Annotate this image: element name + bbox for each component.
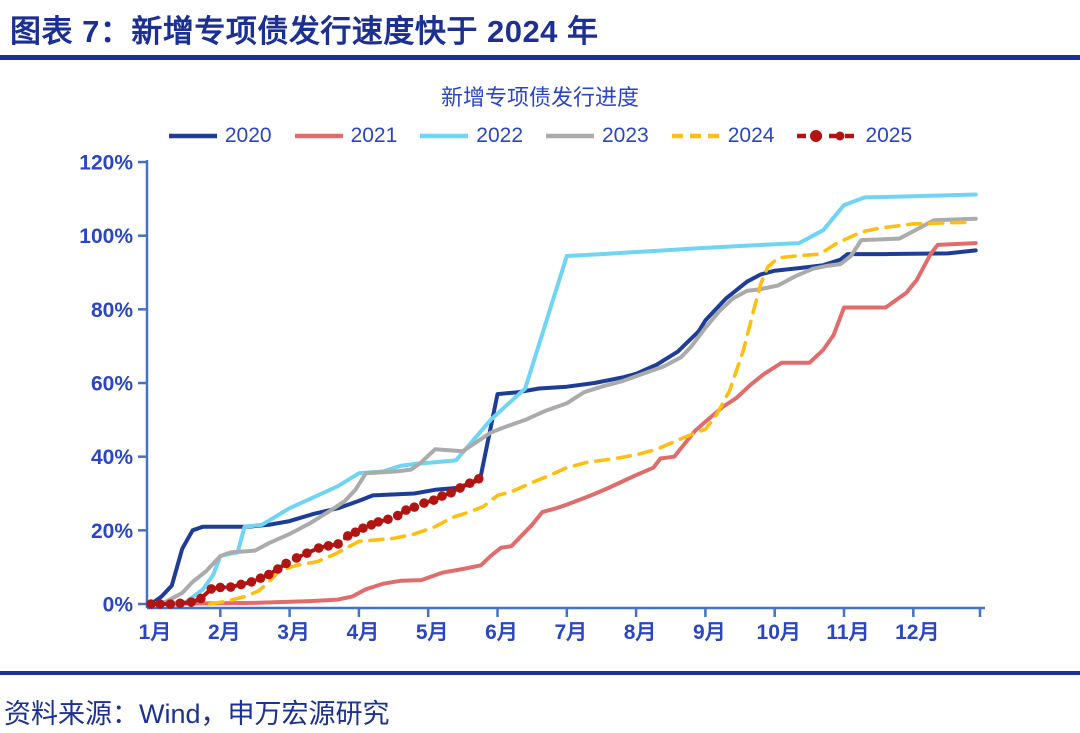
source-note: 资料来源：Wind，申万宏源研究 (4, 699, 390, 729)
legend-swatch-2024 (671, 133, 720, 139)
series-marker-2025 (464, 478, 475, 488)
series-marker-2025 (196, 593, 206, 604)
y-axis-tick-label: 60% (91, 373, 133, 396)
series-marker-2025 (323, 541, 334, 551)
legend-swatch-2023 (546, 133, 594, 139)
series-marker-2025 (206, 584, 217, 594)
legend-label-2023: 2023 (602, 124, 649, 147)
x-axis-tick-label: 10月 (757, 621, 801, 644)
x-axis-tick-label: 9月 (693, 621, 726, 644)
y-axis-tick-label: 80% (91, 299, 133, 322)
x-axis-tick-label: 6月 (485, 621, 518, 644)
series-marker-2025 (419, 498, 429, 508)
series-line-2021 (149, 241, 978, 606)
series-marker-2025 (165, 599, 176, 609)
series-marker-2025 (264, 569, 274, 580)
series-marker-2025 (291, 553, 302, 563)
series-marker-2025 (186, 597, 196, 607)
series-marker-2025 (273, 564, 283, 574)
y-axis-tick-label: 20% (91, 520, 133, 543)
x-axis-tick-label: 1月 (139, 621, 172, 644)
series-marker-2025 (350, 527, 361, 537)
legend-label-2022: 2022 (476, 124, 523, 147)
legend-item-2022: 2022 (419, 124, 523, 148)
x-axis-tick-label: 4月 (347, 621, 380, 644)
legend-swatch-2025 (797, 130, 858, 142)
series-marker-2025 (246, 577, 257, 587)
y-axis-tick-label: 0% (103, 594, 134, 617)
y-axis-tick-label: 40% (91, 446, 133, 469)
x-axis-tick-label: 11月 (826, 621, 869, 644)
series-marker-2025 (409, 502, 420, 512)
x-axis-tick-label: 3月 (277, 621, 310, 644)
series-marker-2025 (236, 579, 246, 590)
series-line-2020 (149, 248, 978, 606)
legend-label-2024: 2024 (727, 124, 775, 147)
series-marker-2025 (146, 599, 156, 609)
bottom-divider (0, 671, 1080, 675)
series-marker-2025 (473, 473, 484, 484)
series-marker-2025 (401, 505, 411, 515)
series-marker-2025 (313, 543, 324, 553)
chart-title: 新增专项债发行进度 (440, 85, 639, 110)
legend-label-2020: 2020 (224, 124, 272, 147)
series-marker-2025 (215, 582, 226, 593)
y-axis-tick-label: 120% (79, 152, 133, 175)
series-marker-2025 (302, 548, 312, 558)
legend-item-2023: 2023 (545, 124, 649, 148)
legend-swatch-2021 (294, 133, 343, 139)
series-marker-2025 (175, 598, 185, 609)
series-marker-2025 (155, 599, 165, 609)
legend-item-2020: 2020 (168, 124, 272, 148)
legend-item-2025: 2025 (796, 124, 912, 148)
series-marker-2025 (281, 558, 291, 569)
legend-item-2024: 2024 (671, 124, 775, 148)
legend-swatch-2020 (168, 133, 217, 139)
chart-legend: 2020 2021 2022 2023 2024 2025 (0, 124, 1080, 148)
series-marker-2025 (333, 539, 343, 549)
legend-label-2021: 2021 (350, 124, 398, 147)
series-marker-2025 (392, 510, 403, 521)
series-marker-2025 (255, 573, 266, 584)
series-marker-2025 (455, 483, 465, 493)
top-divider (0, 55, 1080, 60)
series-marker-2025 (437, 491, 447, 501)
x-axis-tick-label: 7月 (554, 621, 587, 644)
series-marker-2025 (225, 582, 236, 592)
series-marker-2025 (383, 514, 393, 525)
series-marker-2025 (358, 523, 368, 533)
series-line-2024 (208, 220, 975, 606)
series-marker-2025 (373, 517, 384, 527)
x-axis-tick-label: 2月 (208, 621, 241, 644)
series-line-2023 (149, 216, 978, 606)
x-axis-tick-label: 8月 (624, 621, 657, 644)
y-axis-tick-label: 100% (79, 225, 133, 248)
legend-item-2021: 2021 (294, 124, 398, 148)
legend-label-2025: 2025 (865, 124, 913, 147)
figure-title: 图表 7：新增专项债发行速度快于 2024 年 (10, 14, 599, 49)
series-marker-2025 (343, 531, 353, 541)
x-axis-tick-label: 12月 (895, 621, 939, 644)
x-axis-tick-label: 5月 (416, 621, 449, 644)
series-marker-2025 (446, 487, 456, 498)
series-marker-2025 (428, 495, 439, 505)
legend-swatch-2022 (420, 133, 469, 139)
